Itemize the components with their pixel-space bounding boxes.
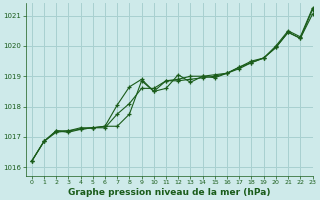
X-axis label: Graphe pression niveau de la mer (hPa): Graphe pression niveau de la mer (hPa) bbox=[68, 188, 270, 197]
